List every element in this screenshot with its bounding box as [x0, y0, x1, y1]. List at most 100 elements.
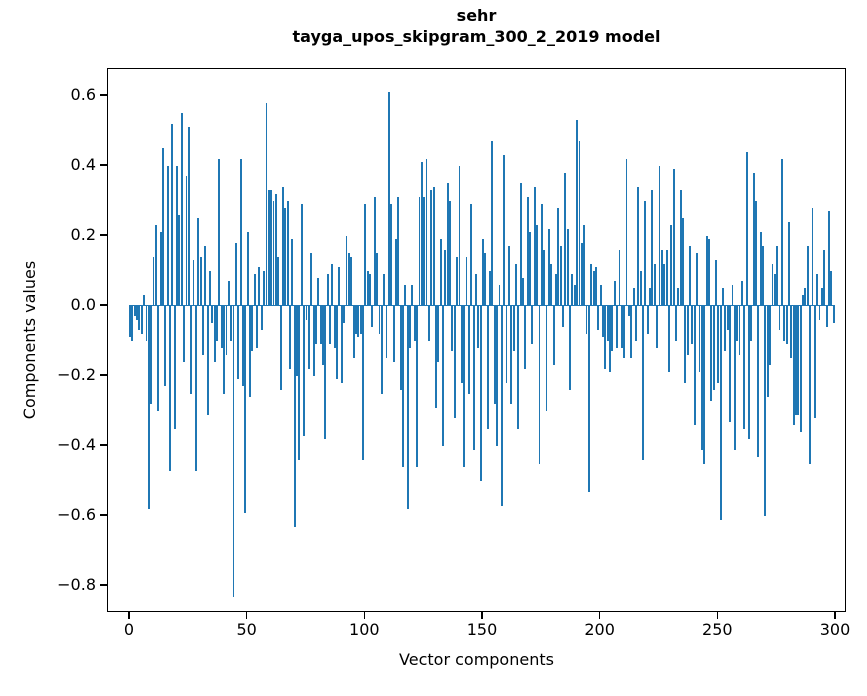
y-tick-mark [100, 234, 107, 236]
bar-184 [562, 305, 564, 327]
x-tick-label: 0 [123, 620, 135, 639]
bar-101 [366, 270, 369, 306]
bar-26 [190, 305, 193, 394]
bar-137 [451, 305, 454, 352]
bar-15 [164, 305, 167, 387]
bar-288 [806, 246, 809, 306]
bar-176 [543, 249, 546, 306]
x-tick-mark [363, 612, 366, 619]
bar-119 [409, 305, 411, 348]
bar-84 [326, 274, 329, 306]
bar-111 [390, 204, 393, 306]
bar-194 [585, 305, 588, 334]
bar-78 [312, 305, 315, 376]
bar-164 [514, 263, 517, 306]
bar-298 [830, 270, 833, 306]
bar-68 [289, 305, 291, 369]
bar-114 [397, 197, 400, 306]
bar-67 [286, 200, 289, 306]
bar-52 [251, 305, 254, 352]
bar-223 [653, 263, 656, 306]
bar-261 [743, 305, 746, 429]
bar-200 [599, 284, 602, 306]
bar-143 [465, 256, 468, 306]
bar-240 [693, 305, 696, 425]
y-tick-mark [100, 584, 107, 586]
x-tick-mark [834, 612, 836, 619]
x-tick-mark [716, 612, 719, 619]
bar-29 [197, 218, 200, 306]
bar-90 [340, 305, 343, 383]
bar-180 [552, 305, 555, 366]
bar-57 [263, 270, 266, 306]
y-tick-label: 0.4 [70, 154, 96, 174]
bar-103 [371, 305, 374, 327]
bar-117 [404, 284, 407, 306]
bar-250 [717, 305, 720, 383]
bar-217 [639, 270, 642, 306]
bar-135 [446, 183, 449, 306]
bar-247 [710, 305, 713, 401]
bar-236 [684, 305, 687, 383]
bar-97 [357, 305, 360, 338]
bar-287 [804, 288, 807, 306]
bar-124 [420, 162, 423, 306]
bar-291 [813, 305, 816, 418]
bar-254 [726, 305, 729, 331]
bar-271 [766, 305, 769, 397]
bar-178 [547, 228, 550, 306]
plot-area [107, 68, 846, 612]
bar-151 [484, 253, 487, 306]
bar-113 [394, 239, 397, 306]
bar-56 [260, 305, 263, 331]
bar-258 [736, 305, 739, 341]
bar-102 [369, 274, 371, 306]
bar-136 [449, 200, 451, 306]
bar-50 [246, 232, 249, 306]
bar-122 [416, 305, 419, 467]
bar-146 [472, 305, 475, 450]
x-tick-label: 50 [236, 620, 257, 639]
bar-241 [696, 253, 699, 306]
bar-282 [792, 305, 795, 425]
bar-31 [202, 305, 204, 355]
bar-232 [675, 305, 677, 341]
bar-199 [597, 305, 600, 331]
bar-256 [731, 284, 734, 306]
bar-189 [573, 284, 576, 306]
bar-126 [425, 158, 428, 306]
x-tick-label: 300 [819, 620, 851, 639]
bar-158 [500, 305, 503, 506]
bar-8 [147, 305, 150, 510]
bar-193 [583, 225, 586, 306]
bar-222 [651, 190, 654, 306]
bar-214 [632, 288, 635, 306]
bar-246 [707, 239, 710, 306]
bar-138 [453, 305, 456, 418]
bar-87 [333, 305, 336, 348]
bar-248 [712, 305, 715, 390]
bar-130 [434, 305, 437, 408]
bar-11 [154, 225, 157, 306]
bar-171 [531, 305, 534, 345]
y-tick-mark [100, 444, 107, 446]
bar-162 [510, 305, 513, 404]
bar-4 [138, 305, 141, 331]
bar-69 [291, 239, 294, 306]
bar-131 [437, 305, 440, 362]
bar-152 [486, 305, 489, 429]
bar-115 [399, 305, 402, 390]
bar-62 [274, 193, 277, 306]
x-tick-label: 200 [584, 620, 615, 639]
y-tick-label: −0.4 [57, 435, 96, 455]
bar-252 [722, 288, 724, 306]
bar-79 [314, 305, 317, 345]
bar-145 [470, 204, 473, 306]
bar-159 [503, 155, 506, 306]
bar-205 [611, 305, 614, 352]
bar-187 [569, 305, 571, 390]
bar-202 [604, 305, 607, 369]
bar-51 [249, 305, 251, 397]
y-tick-label: −0.8 [57, 575, 96, 595]
bar-244 [703, 305, 706, 464]
